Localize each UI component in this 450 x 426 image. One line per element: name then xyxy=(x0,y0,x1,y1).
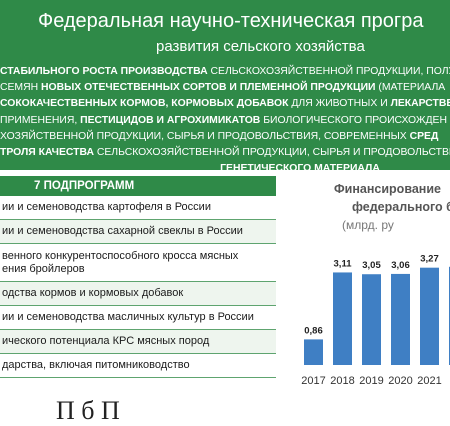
bar-value-label: 0,86 xyxy=(304,325,323,336)
funding-bar-chart: 0,86 2017 3,11 2018 3,05 2019 3,06 2020 3,27 2021… xyxy=(301,254,450,387)
subprograms-table: 7 ПОДПРОГРАММ ии и семеноводства картофе… xyxy=(0,176,276,378)
description-text: для животных и xyxy=(291,98,391,110)
subprograms-table-header: 7 ПОДПРОГРАММ xyxy=(0,176,276,196)
bar-value-label: 3,27 xyxy=(420,254,439,265)
chart-title-line2: федерального б xyxy=(352,200,450,214)
program-description: стабильного роста производства сельскохо… xyxy=(0,64,450,177)
description-line: семян новых отечественных сортов и племе… xyxy=(0,80,450,96)
x-tick-label: 2018 xyxy=(330,375,354,387)
subprogram-name: ии и семеноводства картофеля в России xyxy=(2,201,211,213)
description-bold-text: пестицидов и агрохимикатов xyxy=(80,114,264,126)
description-bold-text: сококачественных кормов, кормовых добаво… xyxy=(0,98,292,110)
description-bold-text: стабильного роста производства xyxy=(0,66,211,77)
x-tick-label: 2019 xyxy=(359,375,383,387)
subprogram-row: одства кормов и кормовых добавок xyxy=(0,282,276,306)
subprogram-row: ии и семеноводства масличных культур в Р… xyxy=(0,306,276,330)
subprogram-row: ии и семеноводства сахарной свеклы в Рос… xyxy=(0,220,276,244)
description-text: сельскохозяйственной продукции, сырья и … xyxy=(96,146,450,158)
bar-value-label: 3,05 xyxy=(362,260,381,271)
bar-2021 xyxy=(420,267,439,365)
program-header: Федеральная научно-техническая програ ра… xyxy=(0,0,450,174)
bottom-caption: П б П xyxy=(56,396,120,425)
description-text: применения, xyxy=(0,114,81,126)
subprogram-row: дарства, включая питомниководство xyxy=(0,354,276,378)
description-bold-text: сред xyxy=(409,130,439,142)
subprogram-row: венного конкурентоспособного кросса мясн… xyxy=(0,244,276,282)
description-text: биологического происхожден xyxy=(263,114,447,126)
x-tick-label: 2020 xyxy=(388,375,412,387)
subprogram-name: дарства, включая питомниководство xyxy=(2,359,190,371)
bar-value-label: 3,06 xyxy=(391,260,410,271)
bar-2018 xyxy=(333,272,352,365)
subprogram-name: одства кормов и кормовых добавок xyxy=(2,287,184,299)
chart-title-line1: Финансирование xyxy=(334,182,441,196)
x-tick-label: 2021 xyxy=(417,375,441,387)
description-bold-text: новых отечественных сортов и племенной п… xyxy=(40,82,379,94)
subprogram-name: венного конкурентоспособного кросса мясн… xyxy=(2,249,239,275)
bar-2020 xyxy=(391,273,410,365)
description-bold-text: лекарстве xyxy=(390,98,450,110)
program-title: Федеральная научно-техническая програ xyxy=(38,10,424,32)
x-tick-label: 2017 xyxy=(301,375,325,387)
description-line: генетического материала xyxy=(0,161,450,177)
program-subtitle: развития сельского хозяйства xyxy=(156,38,365,55)
description-line: применения, пестицидов и агрохимикатов б… xyxy=(0,113,450,129)
description-text: хозяйственной продукции, сырья и продово… xyxy=(0,130,410,142)
subprogram-name: ии и семеноводства сахарной свеклы в Рос… xyxy=(2,225,243,237)
bar-value-label: 3,11 xyxy=(334,258,353,269)
description-text: (материала xyxy=(378,82,446,94)
subprogram-name: ического потенциала КРС мясных пород xyxy=(2,335,210,347)
bar-2017 xyxy=(304,339,323,365)
description-line: сококачественных кормов, кормовых добаво… xyxy=(0,96,450,112)
description-bold-text: генетического материала xyxy=(220,163,380,175)
description-line: хозяйственной продукции, сырья и продово… xyxy=(0,129,450,145)
description-text: семян xyxy=(0,82,41,94)
subprogram-name: ии и семеноводства масличных культур в Р… xyxy=(2,311,254,323)
subprogram-row: ии и семеноводства картофеля в России xyxy=(0,196,276,220)
description-line: троля качества сельскохозяйственной прод… xyxy=(0,145,450,161)
description-line: стабильного роста производства сельскохо… xyxy=(0,64,450,80)
description-bold-text: троля качества xyxy=(0,146,97,158)
bar-2019 xyxy=(362,274,381,365)
chart-subtitle: (млрд. ру xyxy=(342,218,394,232)
description-text: сельскохозяйственной продукции, полу xyxy=(210,66,450,77)
subprogram-row: ического потенциала КРС мясных пород xyxy=(0,330,276,354)
